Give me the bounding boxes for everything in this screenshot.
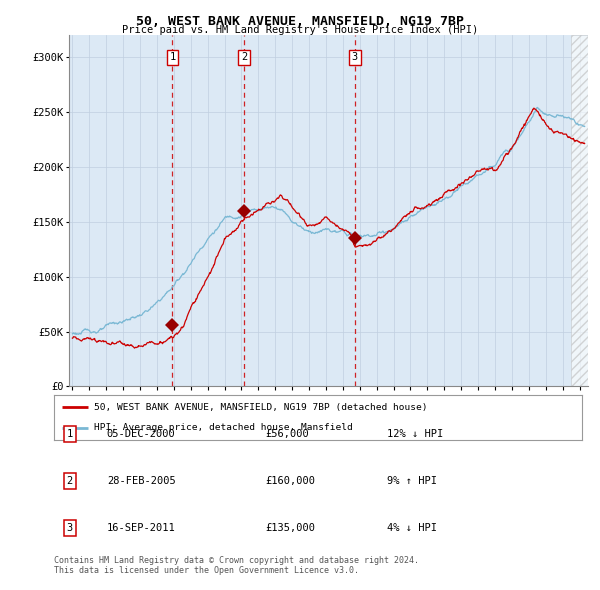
Text: 50, WEST BANK AVENUE, MANSFIELD, NG19 7BP: 50, WEST BANK AVENUE, MANSFIELD, NG19 7B… <box>136 15 464 28</box>
Text: 12% ↓ HPI: 12% ↓ HPI <box>386 429 443 438</box>
Text: 3: 3 <box>67 523 73 533</box>
Text: Contains HM Land Registry data © Crown copyright and database right 2024.
This d: Contains HM Land Registry data © Crown c… <box>54 556 419 575</box>
Text: Price paid vs. HM Land Registry's House Price Index (HPI): Price paid vs. HM Land Registry's House … <box>122 25 478 35</box>
Text: 9% ↑ HPI: 9% ↑ HPI <box>386 476 437 486</box>
Text: £160,000: £160,000 <box>265 476 315 486</box>
Text: 50, WEST BANK AVENUE, MANSFIELD, NG19 7BP (detached house): 50, WEST BANK AVENUE, MANSFIELD, NG19 7B… <box>94 403 427 412</box>
Text: 05-DEC-2000: 05-DEC-2000 <box>107 429 176 438</box>
Text: 2: 2 <box>67 476 73 486</box>
Text: 4% ↓ HPI: 4% ↓ HPI <box>386 523 437 533</box>
Text: 1: 1 <box>67 429 73 438</box>
Text: 28-FEB-2005: 28-FEB-2005 <box>107 476 176 486</box>
Text: 1: 1 <box>169 53 176 63</box>
Text: 16-SEP-2011: 16-SEP-2011 <box>107 523 176 533</box>
Text: 2: 2 <box>241 53 247 63</box>
Text: £56,000: £56,000 <box>265 429 309 438</box>
Bar <box>571 35 588 386</box>
Text: 3: 3 <box>352 53 358 63</box>
Text: £135,000: £135,000 <box>265 523 315 533</box>
Text: HPI: Average price, detached house, Mansfield: HPI: Average price, detached house, Mans… <box>94 423 352 432</box>
